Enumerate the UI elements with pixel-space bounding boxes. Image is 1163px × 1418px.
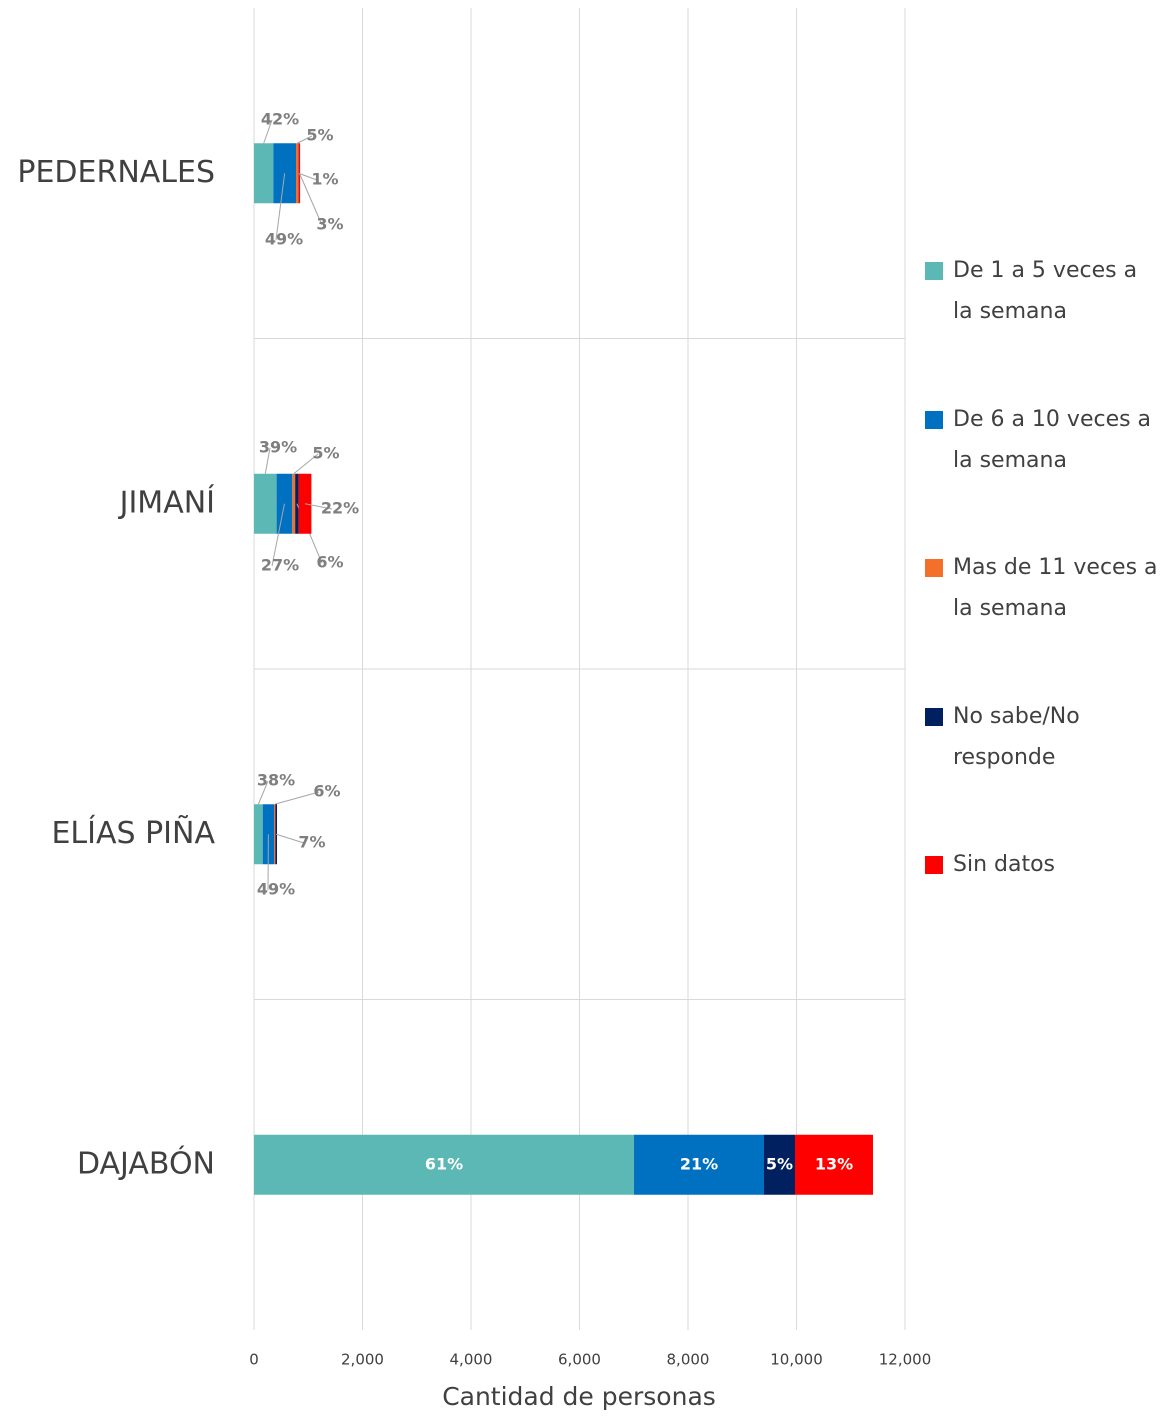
bar-segment xyxy=(298,473,312,534)
bar-segment xyxy=(254,473,277,534)
leader-line xyxy=(275,173,286,241)
data-label: 27% xyxy=(261,556,299,575)
leader-line xyxy=(304,503,333,510)
leader-line xyxy=(271,503,285,567)
leader-line xyxy=(276,833,305,844)
bar-segment xyxy=(794,1134,873,1195)
legend-swatch xyxy=(925,410,943,429)
leader-line xyxy=(274,791,320,805)
data-label: 13% xyxy=(815,1154,853,1173)
data-label: 42% xyxy=(261,110,299,129)
bar-segment xyxy=(254,143,274,204)
x-tick-label: 6,000 xyxy=(558,1351,601,1369)
x-axis-title: Cantidad de personas xyxy=(442,1382,716,1411)
x-tick-label: 8,000 xyxy=(667,1351,710,1369)
category-label: JIMANÍ xyxy=(118,484,215,520)
category-label: PEDERNALES xyxy=(17,155,215,190)
legend-label: De 6 a 10 veces a la semana xyxy=(953,406,1152,473)
x-tick-label: 2,000 xyxy=(341,1351,384,1369)
leader-line xyxy=(263,119,273,144)
category-label: DAJABÓN xyxy=(77,1144,215,1181)
legend-label: No sabe/No responde xyxy=(953,703,1080,770)
legend-swatch xyxy=(925,856,943,874)
bar-segment xyxy=(254,1134,635,1195)
data-label: 22% xyxy=(321,499,359,518)
data-label: 6% xyxy=(313,782,340,801)
leader-line xyxy=(298,172,318,181)
legend-swatch xyxy=(925,262,943,280)
legend-label: Sin datos xyxy=(953,852,1056,877)
bar-segment xyxy=(274,804,276,865)
bar-segment xyxy=(295,143,299,204)
data-label: 1% xyxy=(311,170,338,189)
x-tick-label: 0 xyxy=(249,1351,259,1369)
data-label: 39% xyxy=(259,438,297,457)
legend-swatch xyxy=(925,559,943,577)
bar-segment xyxy=(634,1134,765,1195)
x-tick-label: 12,000 xyxy=(879,1351,932,1369)
leader-line xyxy=(264,447,271,474)
data-label: 3% xyxy=(316,215,343,234)
data-label: 5% xyxy=(312,444,339,463)
bar-segment xyxy=(254,804,263,865)
data-label: 5% xyxy=(766,1154,793,1173)
data-label: 5% xyxy=(306,126,333,145)
data-label: 49% xyxy=(265,230,303,249)
legend-label: Mas de 11 veces a la semana xyxy=(953,555,1158,621)
leader-line xyxy=(298,173,323,226)
x-tick-label: 4,000 xyxy=(450,1351,493,1369)
data-label: 49% xyxy=(257,880,295,899)
leader-line xyxy=(293,453,319,475)
x-tick-label: 10,000 xyxy=(770,1351,823,1369)
leader-line xyxy=(257,780,269,805)
bar-segment xyxy=(764,1134,795,1195)
bar-segment xyxy=(292,473,296,534)
data-label: 38% xyxy=(257,771,295,790)
data-label: 6% xyxy=(316,553,343,572)
leader-line xyxy=(296,135,313,144)
legend-label: De 1 a 5 veces a la semana xyxy=(953,258,1138,324)
data-label: 61% xyxy=(425,1154,463,1173)
data-label: 21% xyxy=(680,1154,718,1173)
category-label: ELÍAS PIÑA xyxy=(51,815,215,851)
data-label: 7% xyxy=(298,833,325,852)
legend-swatch xyxy=(925,707,943,726)
